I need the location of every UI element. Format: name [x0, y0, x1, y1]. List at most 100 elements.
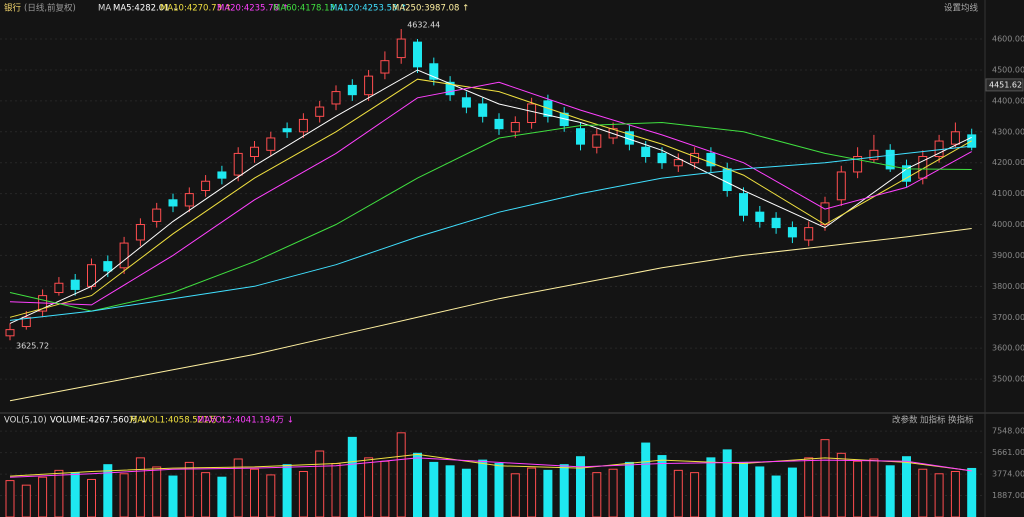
- candle-body: [266, 137, 276, 151]
- candle-body: [706, 152, 716, 167]
- candle-body: [804, 227, 814, 241]
- volume-bar: [461, 468, 471, 517]
- candle-body: [315, 106, 325, 117]
- volume-bar: [559, 464, 569, 517]
- candle-body: [217, 171, 227, 179]
- volume-bar: [380, 460, 390, 517]
- y-tick-label: 5661.00: [992, 448, 1024, 457]
- volume-bar: [820, 439, 830, 517]
- candle-body: [168, 199, 178, 207]
- candle-body: [380, 60, 390, 74]
- indicator-button[interactable]: 换指标: [948, 415, 974, 426]
- title: 银行: [4, 3, 22, 14]
- volume-legend: VOLUME:4267.560万 ↓: [50, 416, 147, 426]
- candle-body: [902, 165, 911, 182]
- candle-body: [950, 131, 960, 145]
- candle-body: [331, 91, 341, 105]
- volume-bar: [690, 472, 700, 517]
- high-annotation: 4632.44: [407, 21, 440, 30]
- candle-body: [510, 122, 520, 133]
- volume-bar: [804, 457, 814, 517]
- volume-bar: [967, 467, 977, 517]
- volume-legend: MAVOL1:4058.521万 ↑: [130, 416, 227, 426]
- ma-legend: MA20:4235.78 ↑: [217, 4, 289, 14]
- candle-body: [576, 128, 585, 145]
- candle-body: [722, 168, 732, 192]
- candle-body: [478, 103, 488, 117]
- volume-bar: [298, 471, 308, 517]
- candle-body: [934, 140, 944, 158]
- volume-bar: [331, 463, 341, 517]
- candle-body: [201, 180, 211, 192]
- ma-line: [9, 457, 972, 478]
- volume-legend: MAVOL2:4041.194万 ↓: [197, 416, 294, 426]
- volume-bar: [429, 461, 439, 517]
- volume-bar: [853, 460, 863, 517]
- volume-bar: [201, 472, 211, 517]
- candle-body: [592, 134, 602, 148]
- indicator-button[interactable]: 加指标: [920, 415, 946, 426]
- candle-body: [250, 146, 259, 158]
- volume-bar: [739, 461, 748, 517]
- candle-body: [739, 193, 748, 216]
- ma-legend: MA10:4270.73 ↑: [160, 4, 232, 14]
- candle-body: [396, 38, 406, 59]
- candle-body: [54, 282, 64, 294]
- volume-bar: [624, 461, 634, 517]
- last-price-box: [985, 78, 1024, 92]
- candle-body: [445, 81, 455, 96]
- y-tick-label: 3900.00: [992, 251, 1024, 260]
- candle-body: [787, 227, 797, 238]
- candle-body: [413, 41, 422, 68]
- volume-bar: [934, 473, 944, 517]
- ma-line: [9, 145, 972, 321]
- candle-body: [657, 152, 667, 164]
- volume-bar: [576, 456, 585, 517]
- candle-body: [494, 118, 504, 130]
- volume-bar: [510, 473, 520, 517]
- y-tick-label: 4300.00: [992, 127, 1024, 136]
- volume-bar: [771, 475, 781, 517]
- volume-bar: [657, 455, 667, 517]
- ma-line: [9, 121, 972, 312]
- y-tick-label: 1887.00: [992, 491, 1024, 500]
- volume-bar: [836, 452, 846, 517]
- volume-bar: [869, 458, 879, 517]
- y-tick-label: 3500.00: [992, 375, 1024, 384]
- candle-body: [298, 118, 308, 133]
- volume-bar: [787, 467, 797, 517]
- candle-body: [5, 329, 15, 337]
- candle-body: [836, 171, 846, 201]
- indicator-button[interactable]: 改参数: [892, 415, 918, 426]
- volume-bar: [250, 468, 259, 517]
- candle-body: [755, 211, 765, 222]
- volume-bar: [135, 457, 145, 517]
- candle-body: [364, 75, 374, 96]
- y-tick-label: 4200.00: [992, 158, 1024, 167]
- volume-bar: [396, 432, 406, 517]
- volume-bar: [70, 472, 80, 517]
- volume-bar: [543, 469, 553, 517]
- y-tick-label: 3700.00: [992, 313, 1024, 322]
- volume-bar: [217, 476, 227, 517]
- volume-bar: [5, 480, 15, 517]
- y-tick-label: 3800.00: [992, 282, 1024, 291]
- candle-body: [282, 128, 292, 133]
- settings-button[interactable]: 设置均线: [944, 3, 979, 14]
- volume-bar: [119, 473, 129, 517]
- volume-bar: [282, 464, 292, 517]
- period: (日线,前复权): [24, 3, 76, 14]
- y-tick-label: 3774.00: [992, 470, 1024, 479]
- volume-bar: [54, 469, 64, 517]
- volume-bar: [445, 465, 455, 517]
- candle-body: [429, 63, 439, 80]
- volume-bar: [266, 474, 276, 517]
- volume-bar: [494, 463, 504, 517]
- candle-body: [347, 84, 357, 96]
- volume-bar: [706, 457, 716, 517]
- y-tick-label: 4500.00: [992, 65, 1024, 74]
- ma-line: [9, 69, 972, 324]
- volume-bar: [184, 461, 194, 517]
- ma-line: [9, 78, 972, 318]
